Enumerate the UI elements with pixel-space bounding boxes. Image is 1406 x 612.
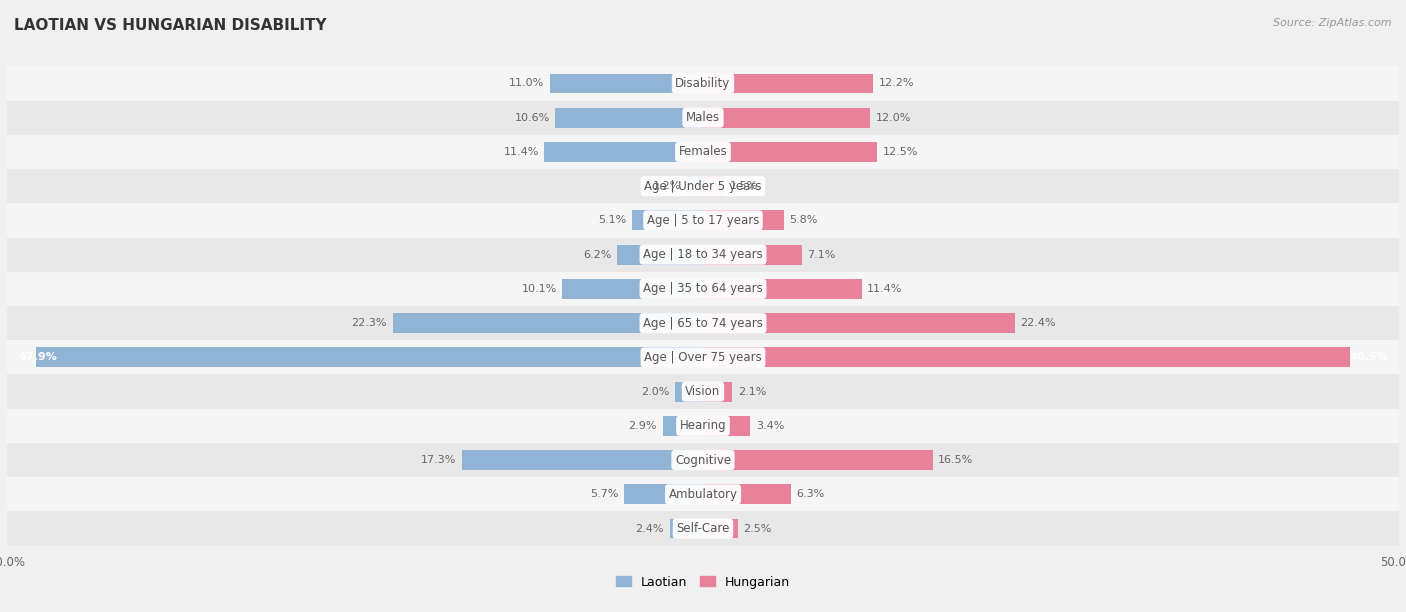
Bar — [7, 477, 1399, 512]
Text: Vision: Vision — [685, 385, 721, 398]
Bar — [463, 450, 703, 470]
Text: Males: Males — [686, 111, 720, 124]
Text: Ambulatory: Ambulatory — [668, 488, 738, 501]
Bar — [703, 484, 790, 504]
Bar — [675, 382, 703, 401]
Text: Self-Care: Self-Care — [676, 522, 730, 535]
Text: 10.6%: 10.6% — [515, 113, 550, 122]
Text: Cognitive: Cognitive — [675, 453, 731, 466]
Bar — [550, 73, 703, 94]
Bar — [686, 176, 703, 196]
Bar — [7, 66, 1399, 100]
Text: 2.4%: 2.4% — [636, 523, 664, 534]
Text: Age | 5 to 17 years: Age | 5 to 17 years — [647, 214, 759, 227]
Bar — [7, 169, 1399, 203]
Text: 22.3%: 22.3% — [352, 318, 387, 328]
Bar — [703, 108, 870, 128]
Bar — [633, 211, 703, 230]
Text: Age | 35 to 64 years: Age | 35 to 64 years — [643, 282, 763, 296]
Bar — [562, 279, 703, 299]
Bar — [703, 416, 751, 436]
Text: Source: ZipAtlas.com: Source: ZipAtlas.com — [1274, 18, 1392, 28]
Text: LAOTIAN VS HUNGARIAN DISABILITY: LAOTIAN VS HUNGARIAN DISABILITY — [14, 18, 326, 34]
Text: 1.2%: 1.2% — [652, 181, 681, 191]
Bar — [703, 348, 1350, 367]
Text: 12.2%: 12.2% — [879, 78, 914, 89]
Text: Age | 65 to 74 years: Age | 65 to 74 years — [643, 316, 763, 330]
Text: 46.5%: 46.5% — [1350, 353, 1388, 362]
Text: 5.7%: 5.7% — [589, 490, 619, 499]
Text: 16.5%: 16.5% — [938, 455, 973, 465]
Bar — [7, 409, 1399, 443]
Text: 2.1%: 2.1% — [738, 387, 766, 397]
Bar — [555, 108, 703, 128]
Text: 3.4%: 3.4% — [756, 421, 785, 431]
Text: 17.3%: 17.3% — [422, 455, 457, 465]
Bar — [392, 313, 703, 333]
Text: 2.5%: 2.5% — [744, 523, 772, 534]
Text: 12.0%: 12.0% — [876, 113, 911, 122]
Text: Age | Over 75 years: Age | Over 75 years — [644, 351, 762, 364]
Text: Females: Females — [679, 146, 727, 159]
Text: 11.0%: 11.0% — [509, 78, 544, 89]
Text: 22.4%: 22.4% — [1021, 318, 1056, 328]
Bar — [7, 375, 1399, 409]
Bar — [662, 416, 703, 436]
Bar — [703, 176, 724, 196]
Text: 6.2%: 6.2% — [582, 250, 612, 259]
Text: 5.8%: 5.8% — [789, 215, 818, 225]
Text: 10.1%: 10.1% — [522, 284, 557, 294]
Text: 12.5%: 12.5% — [883, 147, 918, 157]
Text: Disability: Disability — [675, 77, 731, 90]
Text: 1.5%: 1.5% — [730, 181, 758, 191]
Text: 5.1%: 5.1% — [598, 215, 627, 225]
Bar — [7, 100, 1399, 135]
Text: 2.0%: 2.0% — [641, 387, 669, 397]
Bar — [7, 443, 1399, 477]
Bar — [703, 450, 932, 470]
Text: Age | 18 to 34 years: Age | 18 to 34 years — [643, 248, 763, 261]
Bar — [617, 245, 703, 264]
Bar — [37, 348, 703, 367]
Bar — [703, 382, 733, 401]
Legend: Laotian, Hungarian: Laotian, Hungarian — [612, 570, 794, 594]
Text: 7.1%: 7.1% — [807, 250, 835, 259]
Bar — [7, 272, 1399, 306]
Text: Hearing: Hearing — [679, 419, 727, 432]
Bar — [7, 340, 1399, 375]
Bar — [703, 518, 738, 539]
Text: 47.9%: 47.9% — [18, 353, 58, 362]
Text: 6.3%: 6.3% — [796, 490, 824, 499]
Bar — [703, 245, 801, 264]
Bar — [544, 142, 703, 162]
Bar — [624, 484, 703, 504]
Bar — [7, 306, 1399, 340]
Bar — [669, 518, 703, 539]
Bar — [7, 135, 1399, 169]
Bar — [7, 512, 1399, 546]
Bar — [703, 211, 783, 230]
Text: 11.4%: 11.4% — [503, 147, 538, 157]
Bar — [703, 313, 1015, 333]
Bar — [703, 142, 877, 162]
Bar — [703, 279, 862, 299]
Text: 2.9%: 2.9% — [628, 421, 657, 431]
Text: Age | Under 5 years: Age | Under 5 years — [644, 180, 762, 193]
Text: 11.4%: 11.4% — [868, 284, 903, 294]
Bar — [7, 203, 1399, 237]
Bar — [703, 73, 873, 94]
Bar — [7, 237, 1399, 272]
